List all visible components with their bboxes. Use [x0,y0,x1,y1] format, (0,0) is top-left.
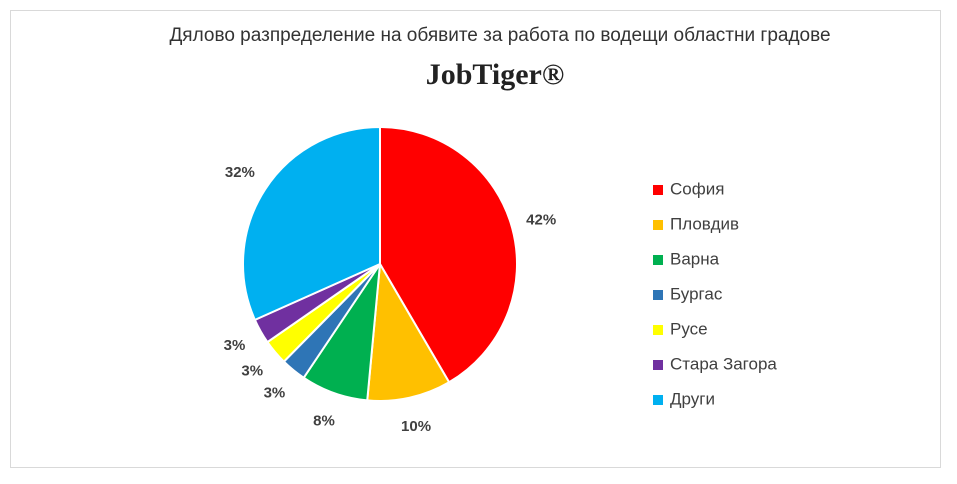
logo: JobTiger® [426,58,565,91]
legend-label: Русе [670,319,708,338]
pie-slice [379,125,518,384]
data-label: 10% [401,418,431,435]
data-label: 3% [241,363,263,380]
data-label: 3% [224,337,246,354]
legend-swatch [653,395,663,405]
pie-slice [242,125,381,322]
data-label: 8% [313,412,335,429]
legend-label: Стара Загора [670,354,777,373]
legend-label: Бургас [670,284,723,303]
legend-label: Пловдив [670,214,739,233]
pie-slice [366,260,451,402]
legend-swatch [653,360,663,370]
legend-label: Варна [670,249,720,268]
legend-label: София [670,179,724,198]
legend-swatch [653,325,663,335]
legend-swatch [653,290,663,300]
legend-swatch [653,220,663,230]
legend-swatch [653,185,663,195]
chart-title: Дялово разпределение на обявите за работ… [169,25,830,46]
legend-label: Други [670,389,715,408]
data-label: 42% [526,211,556,228]
data-label: 3% [264,384,286,401]
legend-swatch [653,255,663,265]
data-label: 32% [225,164,255,181]
